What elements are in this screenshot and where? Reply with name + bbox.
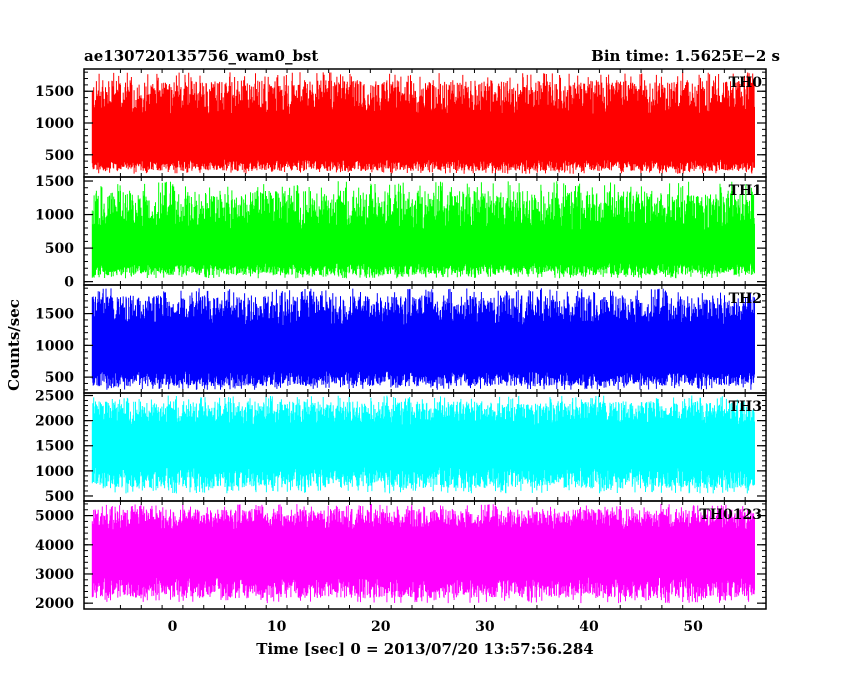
plot-title: ae130720135756_wam0_bst bbox=[84, 47, 318, 65]
y-tick-label: 1000 bbox=[35, 464, 74, 480]
y-tick-label: 3000 bbox=[35, 567, 74, 583]
series-th3 bbox=[91, 395, 755, 494]
y-tick-label: 500 bbox=[45, 148, 74, 164]
x-axis-ticks: 0 10 20 30 40 50 bbox=[168, 619, 703, 635]
x-tick-label: 10 bbox=[267, 619, 287, 635]
panel-label: TH0 bbox=[729, 75, 763, 91]
y-tick-label: 1000 bbox=[35, 116, 74, 132]
panel-th3: 500 1000 1500 2000 2500 TH3 bbox=[35, 389, 767, 505]
panel-label: TH1 bbox=[729, 183, 762, 199]
y-tick-label: 1500 bbox=[35, 307, 74, 323]
panel-th0: 500 1000 1500 TH0 bbox=[35, 68, 767, 178]
panel-th2: 500 1000 1500 TH2 bbox=[35, 284, 767, 394]
y-tick-label: 500 bbox=[45, 370, 74, 386]
panel-label: TH2 bbox=[729, 291, 762, 307]
y-tick-label: 2000 bbox=[35, 414, 74, 430]
bin-time-label: Bin time: 1.5625E−2 s bbox=[591, 47, 780, 65]
x-tick-label: 40 bbox=[579, 619, 599, 635]
y-tick-label: 1500 bbox=[35, 174, 74, 190]
y-tick-label: 1500 bbox=[35, 84, 74, 100]
panel-frame bbox=[83, 500, 767, 610]
series-th0123 bbox=[91, 504, 755, 604]
x-tick-label: 0 bbox=[168, 619, 178, 635]
y-tick-label: 5000 bbox=[35, 509, 74, 525]
y-tick-label: 0 bbox=[64, 275, 74, 291]
y-tick-label: 1000 bbox=[35, 208, 74, 224]
panel-label: TH0123 bbox=[699, 507, 762, 523]
y-tick-label: 500 bbox=[45, 489, 74, 505]
x-tick-label: 50 bbox=[683, 619, 703, 635]
y-tick-label: 500 bbox=[45, 241, 74, 257]
series-th0 bbox=[91, 72, 755, 174]
y-tick-label: 1500 bbox=[35, 439, 74, 455]
series-th2 bbox=[91, 288, 755, 390]
y-tick-label: 2000 bbox=[35, 596, 74, 612]
y-axis-label: Counts/sec bbox=[5, 299, 23, 391]
panel-label: TH3 bbox=[729, 399, 762, 415]
y-tick-label: 4000 bbox=[35, 538, 74, 554]
panel-stack: 500 1000 1500 TH0 0 500 1000 1500 TH1 500 1000 1500… bbox=[35, 68, 767, 612]
x-tick-label: 30 bbox=[475, 619, 495, 635]
x-axis-label: Time [sec] 0 = 2013/07/20 13:57:56.284 bbox=[256, 640, 593, 658]
panel-th0123: 2000 3000 4000 5000 TH0123 bbox=[35, 500, 767, 612]
x-tick-label: 20 bbox=[371, 619, 391, 635]
panel-th1: 0 500 1000 1500 TH1 bbox=[35, 174, 767, 291]
y-tick-label: 2500 bbox=[35, 389, 74, 405]
y-tick-label: 1000 bbox=[35, 338, 74, 354]
series-th1 bbox=[91, 181, 755, 279]
